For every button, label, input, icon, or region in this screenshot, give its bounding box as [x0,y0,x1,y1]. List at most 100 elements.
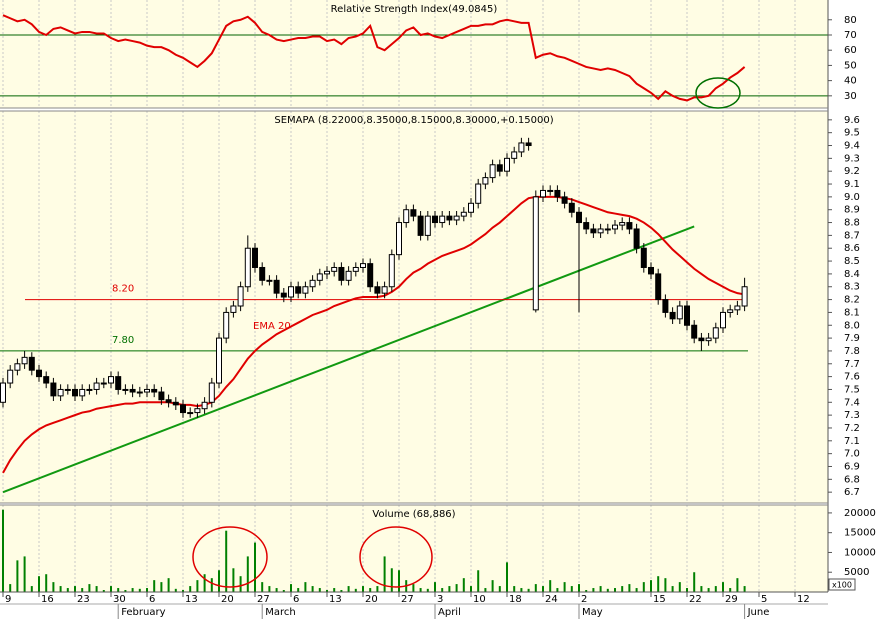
candle-body [568,202,575,213]
candle-body [583,222,590,230]
candle-body [252,247,258,268]
candle-body [100,382,107,385]
candle-body [712,327,719,339]
candle-body [727,309,734,313]
candle-body [468,202,474,213]
candle-body [676,305,683,320]
candle-body [691,324,698,339]
candle-body [86,388,93,391]
volume-panel [0,505,828,592]
candle-body [547,189,554,192]
y-tick-label: 8.4 [844,269,860,280]
candle-body [518,142,525,153]
y-tick-label: 9.0 [844,192,860,203]
candle-body [21,356,28,365]
x-tick-label: 29 [725,594,738,605]
candle-body [280,292,287,298]
candle-body [288,286,294,298]
candle-body [388,254,395,288]
candle-body [273,279,280,294]
volume-unit: x100 [832,581,852,590]
candle-body [93,382,100,390]
candle-body [208,382,215,403]
candle-body [352,266,359,272]
candle-body [158,391,165,401]
candle-body [460,211,467,217]
ema-line [2,195,745,474]
x-tick-label: 2 [581,594,587,605]
candle-body [345,270,352,281]
y-tick-label: 8.0 [844,320,860,331]
y-tick-label: 8.2 [844,295,860,306]
y-tick-label: 8.3 [844,282,860,293]
month-label: May [582,607,603,618]
x-tick-label: 22 [689,594,702,605]
candle-body [316,273,323,281]
candle-body [496,164,503,172]
candle-body [619,222,626,226]
candle-body [50,382,57,397]
y-tick-label: 6.8 [844,474,860,485]
x-tick-label: 23 [77,594,90,605]
y-tick-label: 6.9 [844,461,860,472]
x-tick-label: 24 [545,594,558,605]
candle-body [367,263,374,288]
candle-body [129,388,136,393]
candle-body [612,224,618,230]
price-plot: 8.20 7.80 EMA 20 [0,111,796,503]
y-tick-label: 7.5 [844,384,860,395]
candle-body [655,273,662,301]
rsi-line [2,14,746,102]
y-tick-label: 8.9 [844,205,860,216]
volume-title: Volume (68,886) [372,509,455,520]
candle-body [662,299,669,313]
y-tick-label: 10000 [844,547,876,558]
candle-body [28,356,35,371]
candle-body [302,286,309,294]
x-tick-label: 16 [41,594,54,605]
x-tick-label: 15 [653,594,666,605]
candle-body [640,247,647,268]
candle-body [597,228,604,234]
candle-body [201,401,208,410]
candle-body [72,388,78,397]
x-tick-label: 9 [5,594,11,605]
y-tick-label: 7.9 [844,333,860,344]
y-tick-label: 8.1 [844,307,860,318]
candle-body [151,388,158,393]
candle-body [482,177,489,185]
rsi-plot [0,0,828,108]
candle-body [626,222,633,230]
candle-body [439,215,446,224]
ema-label: EMA 20 [253,321,291,332]
y-tick-label: 9.5 [844,128,860,139]
y-tick-label: 50 [844,60,857,71]
y-tick-label: 9.4 [844,141,860,152]
candle-body [180,404,186,414]
y-tick-label: 7.6 [844,372,860,383]
candle-body [136,391,143,394]
x-tick-label: 6 [149,594,155,605]
candle-body [36,369,42,378]
y-tick-label: 9.2 [844,166,860,177]
candle-body [554,189,561,198]
candle-body [540,189,546,198]
candle-body [374,286,381,294]
candle-body [511,151,518,159]
candle-body [115,376,122,390]
candle-body [223,311,230,339]
y-tick-label: 9.1 [844,179,860,190]
price-panel [0,111,828,503]
highlight-circle [192,526,268,588]
y-tick-label: 7.7 [844,359,860,370]
candle-body [244,247,251,288]
level-label: 7.80 [112,335,134,346]
candle-body [720,311,726,329]
candle-body [453,215,460,221]
month-label: June [747,607,770,618]
candle-body [532,196,539,311]
candle-body [7,369,14,384]
candle-body [489,164,496,179]
